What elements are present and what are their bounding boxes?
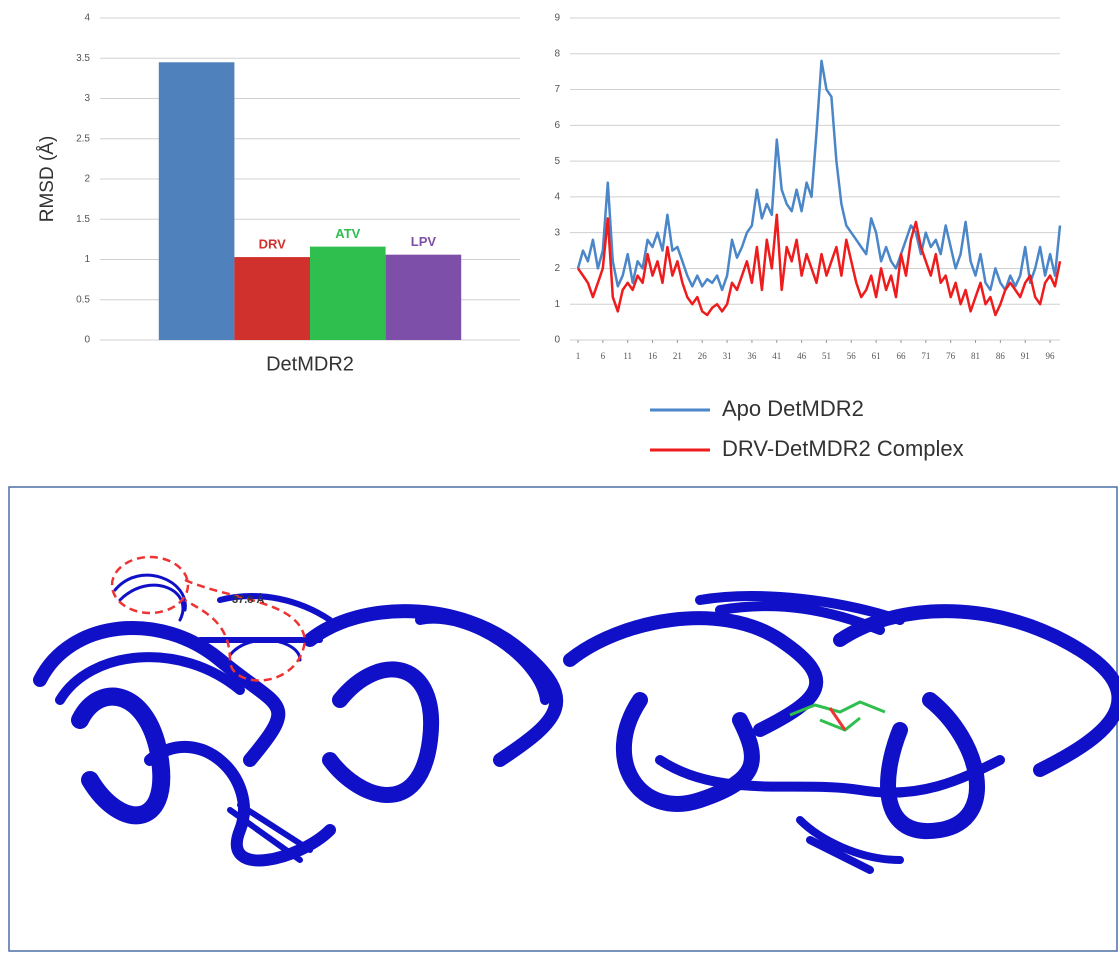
x-tick-label: 96	[1046, 351, 1056, 361]
bar-label: ATV	[335, 226, 360, 241]
y-tick-label: 0	[84, 335, 90, 346]
x-tick-label: 46	[797, 351, 807, 361]
legend-label: DRV-DetMDR2 Complex	[722, 436, 964, 461]
bar	[385, 254, 462, 340]
bar	[310, 246, 386, 340]
y-tick-label: 6	[554, 120, 560, 131]
y-tick-label: 3	[554, 227, 560, 238]
x-tick-label: 31	[723, 351, 732, 361]
y-tick-label: 1.5	[76, 214, 90, 225]
y-tick-label: 1	[84, 254, 90, 265]
y-tick-label: 2	[554, 263, 560, 274]
x-tick-label: 91	[1021, 351, 1030, 361]
line-series	[576, 59, 1062, 292]
x-tick-label: 76	[946, 351, 956, 361]
y-tick-label: 5	[554, 156, 560, 167]
distance-annotation: 37.8 Å	[232, 593, 264, 606]
y-tick-label: 3.5	[76, 53, 90, 64]
y-tick-label: 7	[554, 84, 560, 95]
x-tick-label: 16	[648, 351, 658, 361]
y-tick-label: 4	[84, 13, 90, 24]
x-tick-label: 26	[698, 351, 708, 361]
x-tick-label: 66	[896, 351, 906, 361]
y-tick-label: 2.5	[76, 133, 90, 144]
y-tick-label: 9	[554, 13, 560, 24]
complex-structure	[563, 591, 1119, 874]
y-tick-label: 3	[84, 93, 90, 104]
x-tick-label: DetMDR2	[266, 353, 354, 375]
x-tick-label: 71	[921, 351, 930, 361]
bar-label: LPV	[411, 234, 437, 249]
y-axis-label: RMSD (Å)	[37, 136, 58, 223]
apo-structure	[33, 555, 564, 867]
y-tick-label: 0.5	[76, 294, 90, 305]
x-tick-label: 61	[872, 351, 881, 361]
x-tick-label: 41	[772, 351, 781, 361]
x-tick-label: 6	[601, 351, 606, 361]
x-tick-label: 81	[971, 351, 980, 361]
y-tick-label: 1	[554, 299, 560, 310]
y-tick-label: 0	[554, 335, 560, 346]
x-tick-label: 56	[847, 351, 857, 361]
y-tick-label: 4	[554, 192, 560, 203]
x-tick-label: 86	[996, 351, 1006, 361]
line-series	[576, 213, 1062, 317]
x-tick-label: 21	[673, 351, 682, 361]
bar-label: DRV	[259, 237, 287, 252]
x-tick-label: 11	[623, 351, 632, 361]
bar	[158, 62, 235, 341]
bar	[234, 257, 310, 340]
x-tick-label: 1	[576, 351, 581, 361]
x-tick-label: 51	[822, 351, 831, 361]
y-tick-label: 2	[84, 174, 90, 185]
y-tick-label: 8	[554, 48, 560, 59]
x-tick-label: 36	[747, 351, 757, 361]
legend-label: Apo DetMDR2	[722, 396, 864, 421]
